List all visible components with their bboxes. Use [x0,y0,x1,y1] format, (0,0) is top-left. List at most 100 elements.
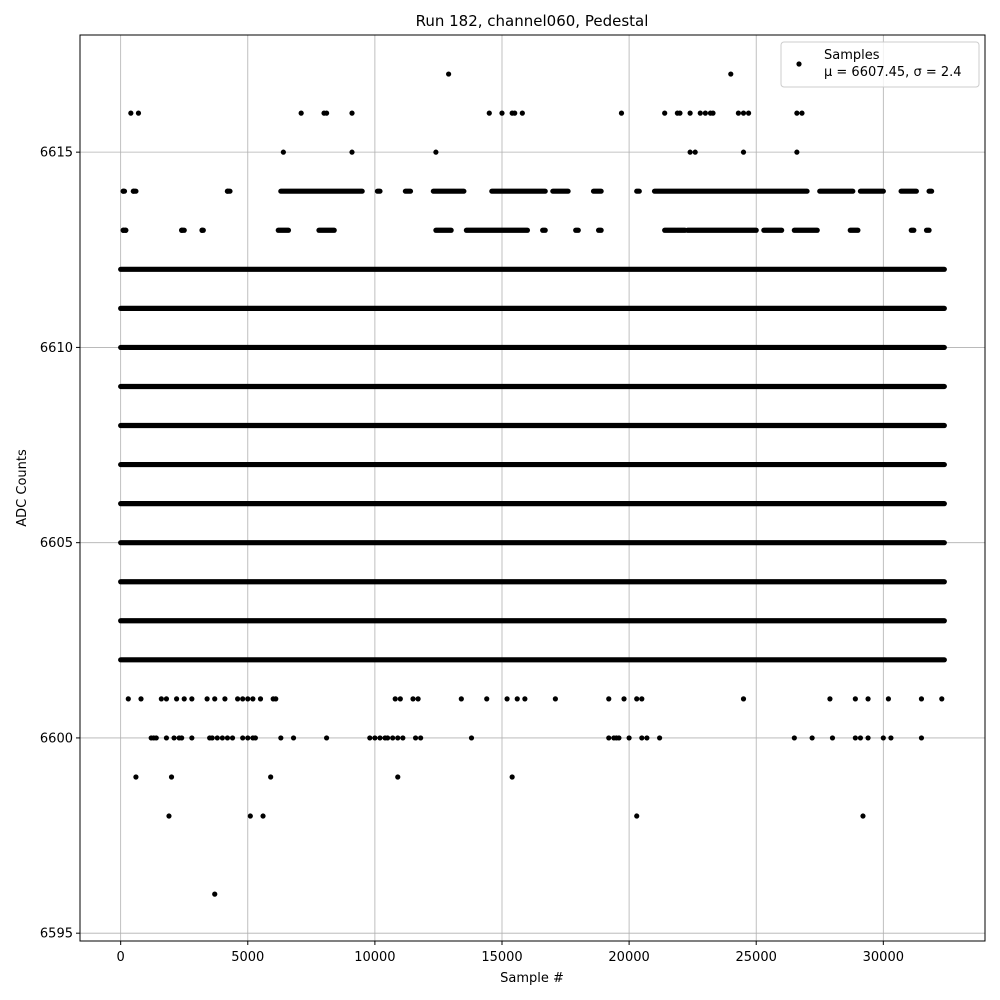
data-point [745,110,752,116]
legend-entry-stats: μ = 6607.45, σ = 2.4 [824,65,962,80]
data-point [410,696,416,702]
data-point [662,110,668,116]
data-point [639,696,645,702]
data-point [735,110,742,116]
data-point [865,696,871,702]
data-point [740,696,747,702]
data-point [634,696,640,702]
data-point [298,110,304,116]
data-point [153,735,159,741]
y-axis-label: ADC Counts [15,449,30,527]
data-point [791,735,797,741]
data-point [209,735,215,741]
data-point [245,696,251,702]
data-point [163,735,170,741]
data-point [514,696,520,702]
data-point [395,774,401,780]
data-point [702,110,708,116]
data-point [412,735,419,741]
x-tick-label: 20000 [608,950,649,965]
data-point [349,110,355,116]
data-point [224,188,231,194]
data-point [687,149,693,155]
x-tick-label: 5000 [231,950,264,965]
data-point [189,735,195,741]
data-point [433,149,439,155]
data-point [880,735,886,741]
data-point [504,696,510,702]
data-point [799,110,805,116]
x-tick-label: 15000 [481,950,522,965]
y-tick-label: 6600 [40,731,73,746]
data-point [626,735,632,741]
plot-frame [79,34,986,942]
data-point [606,696,612,702]
data-point [212,696,218,702]
x-tick-label: 0 [117,950,125,965]
data-point [657,735,663,741]
data-point [179,735,185,741]
data-point [212,891,218,897]
y-tick-label: 6615 [40,146,73,161]
data-point [486,110,492,116]
data-point [128,110,134,116]
data-point [400,735,406,741]
data-point [794,110,800,116]
data-point [189,696,195,702]
data-point [446,71,452,77]
data-point [120,188,126,194]
data-point [377,735,383,741]
data-point [130,188,136,194]
data-point [621,696,627,702]
data-point [290,735,297,741]
data-point [166,813,172,819]
data-point [222,696,228,702]
data-point [918,696,925,702]
y-tick-label: 6610 [40,341,73,356]
data-point [268,774,274,780]
data-point [740,110,747,116]
data-point [852,696,858,702]
x-tick-label: 10000 [354,950,395,965]
data-point [728,71,734,77]
legend-box [780,41,980,88]
data-point [138,696,144,702]
data-point [158,696,164,702]
chart-title: Run 182, channel060, Pedestal [416,12,649,30]
data-point [415,696,421,702]
data-point [133,774,139,780]
data-point [857,735,864,741]
data-points [118,71,947,897]
y-axis-ticks: 6595 6600 6605 6610 6615 [40,146,80,942]
y-tick-label: 6605 [40,536,73,551]
data-point [278,735,284,741]
data-point [639,735,645,741]
data-point [204,696,210,702]
data-point [181,696,187,702]
data-point [392,696,398,702]
data-point [418,735,424,741]
data-point [252,735,259,741]
data-point [125,696,131,702]
data-point [174,696,180,702]
data-point [240,696,246,702]
data-point [829,735,836,741]
data-point [273,696,279,702]
data-point [794,149,800,155]
data-point [852,735,858,741]
data-point [552,696,558,702]
legend-marker [796,61,802,67]
data-point [677,110,683,116]
y-tick-label: 6595 [40,927,73,942]
data-point [245,735,251,741]
data-point [384,735,391,741]
data-point [372,735,378,741]
data-point [240,735,246,741]
data-point [710,110,716,116]
data-point [692,149,698,155]
data-point [644,735,650,741]
data-point [918,735,925,741]
data-point [522,696,528,702]
x-axis-label: Sample # [500,971,564,986]
